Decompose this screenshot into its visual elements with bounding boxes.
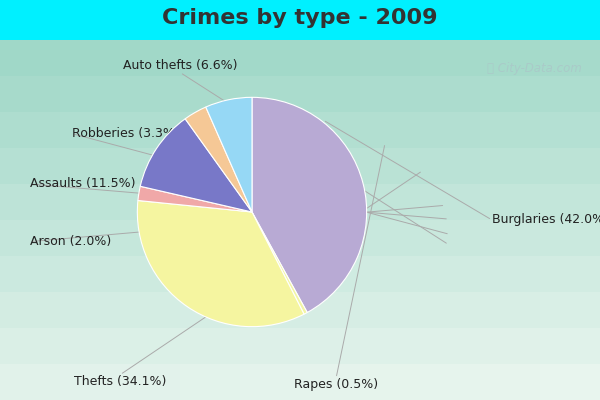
Wedge shape <box>206 97 252 212</box>
Text: Crimes by type - 2009: Crimes by type - 2009 <box>162 8 438 28</box>
Wedge shape <box>252 97 367 312</box>
Wedge shape <box>252 212 307 314</box>
Text: Assaults (11.5%): Assaults (11.5%) <box>30 178 136 190</box>
Text: Thefts (34.1%): Thefts (34.1%) <box>74 375 166 388</box>
Text: Arson (2.0%): Arson (2.0%) <box>30 235 111 248</box>
Wedge shape <box>140 119 252 212</box>
Wedge shape <box>185 107 252 212</box>
Text: Burglaries (42.0%): Burglaries (42.0%) <box>492 214 600 226</box>
Wedge shape <box>138 186 252 212</box>
Text: ⓘ City-Data.com: ⓘ City-Data.com <box>487 62 582 74</box>
Text: Robberies (3.3%): Robberies (3.3%) <box>72 127 180 140</box>
Text: Rapes (0.5%): Rapes (0.5%) <box>294 378 378 391</box>
Text: Auto thefts (6.6%): Auto thefts (6.6%) <box>123 59 237 72</box>
Wedge shape <box>137 200 304 327</box>
